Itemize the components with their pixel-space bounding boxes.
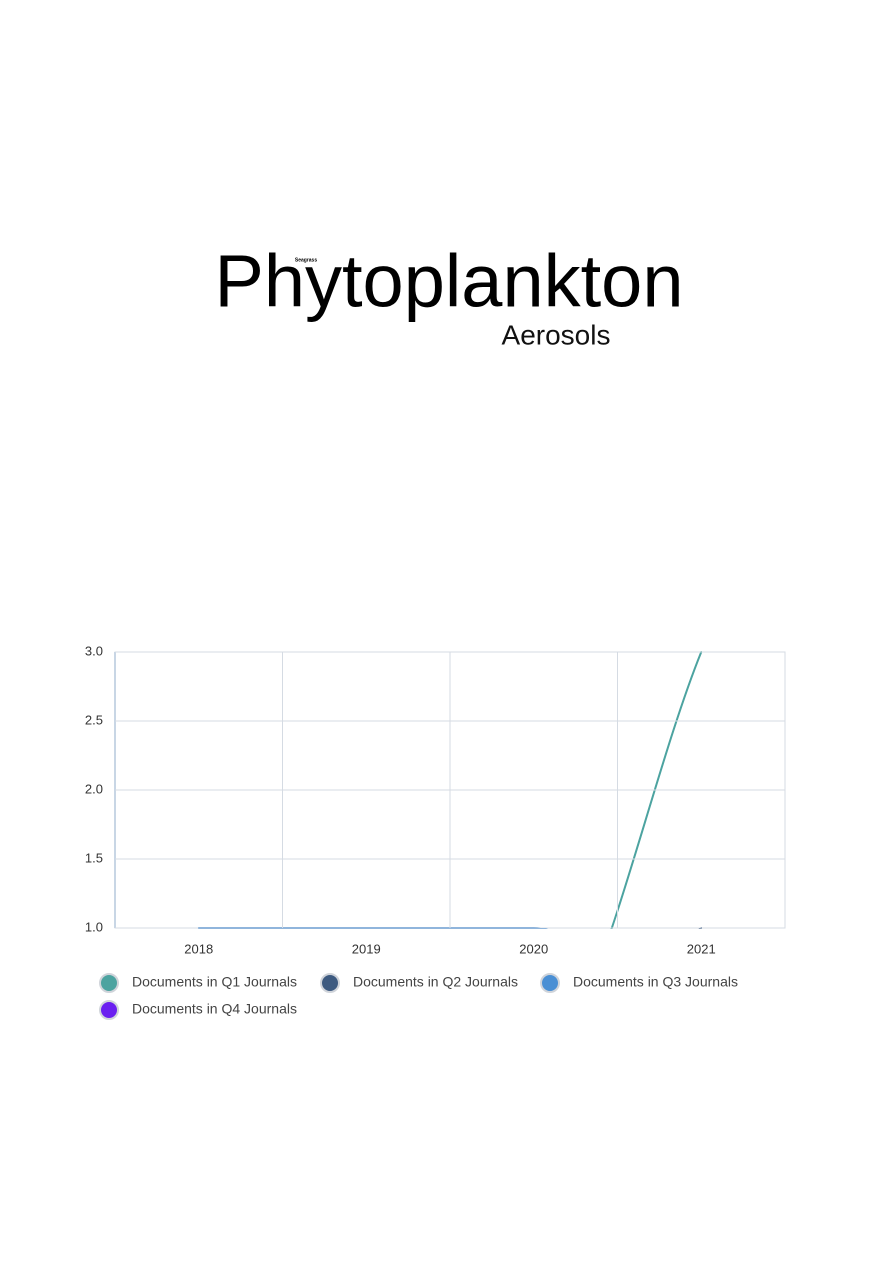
y-tick-label: 3.0: [85, 643, 103, 658]
x-tick-label: 2019: [352, 941, 381, 956]
legend-swatch: [320, 973, 340, 993]
series-line: [698, 927, 703, 929]
legend-swatch: [540, 973, 560, 993]
cloud-word: Aerosols: [502, 319, 611, 350]
cloud-word: Phytoplankton: [214, 240, 683, 323]
y-tick-label: 2.0: [85, 781, 103, 796]
legend-label: Documents in Q1 Journals: [132, 974, 297, 990]
series-line: [197, 926, 548, 929]
cloud-word: Seagrass: [295, 257, 317, 263]
legend-label: Documents in Q4 Journals: [132, 1001, 297, 1017]
x-tick-label: 2018: [184, 941, 213, 956]
y-tick-label: 1.0: [85, 919, 103, 934]
series-line: [610, 651, 703, 929]
legend-label: Documents in Q3 Journals: [573, 974, 738, 990]
y-tick-label: 1.5: [85, 850, 103, 865]
legend-label: Documents in Q2 Journals: [353, 974, 518, 990]
y-tick-label: 2.5: [85, 712, 103, 727]
legend-swatch: [99, 973, 119, 993]
x-tick-label: 2020: [519, 941, 548, 956]
x-tick-label: 2021: [687, 941, 716, 956]
legend-swatch: [99, 1000, 119, 1020]
